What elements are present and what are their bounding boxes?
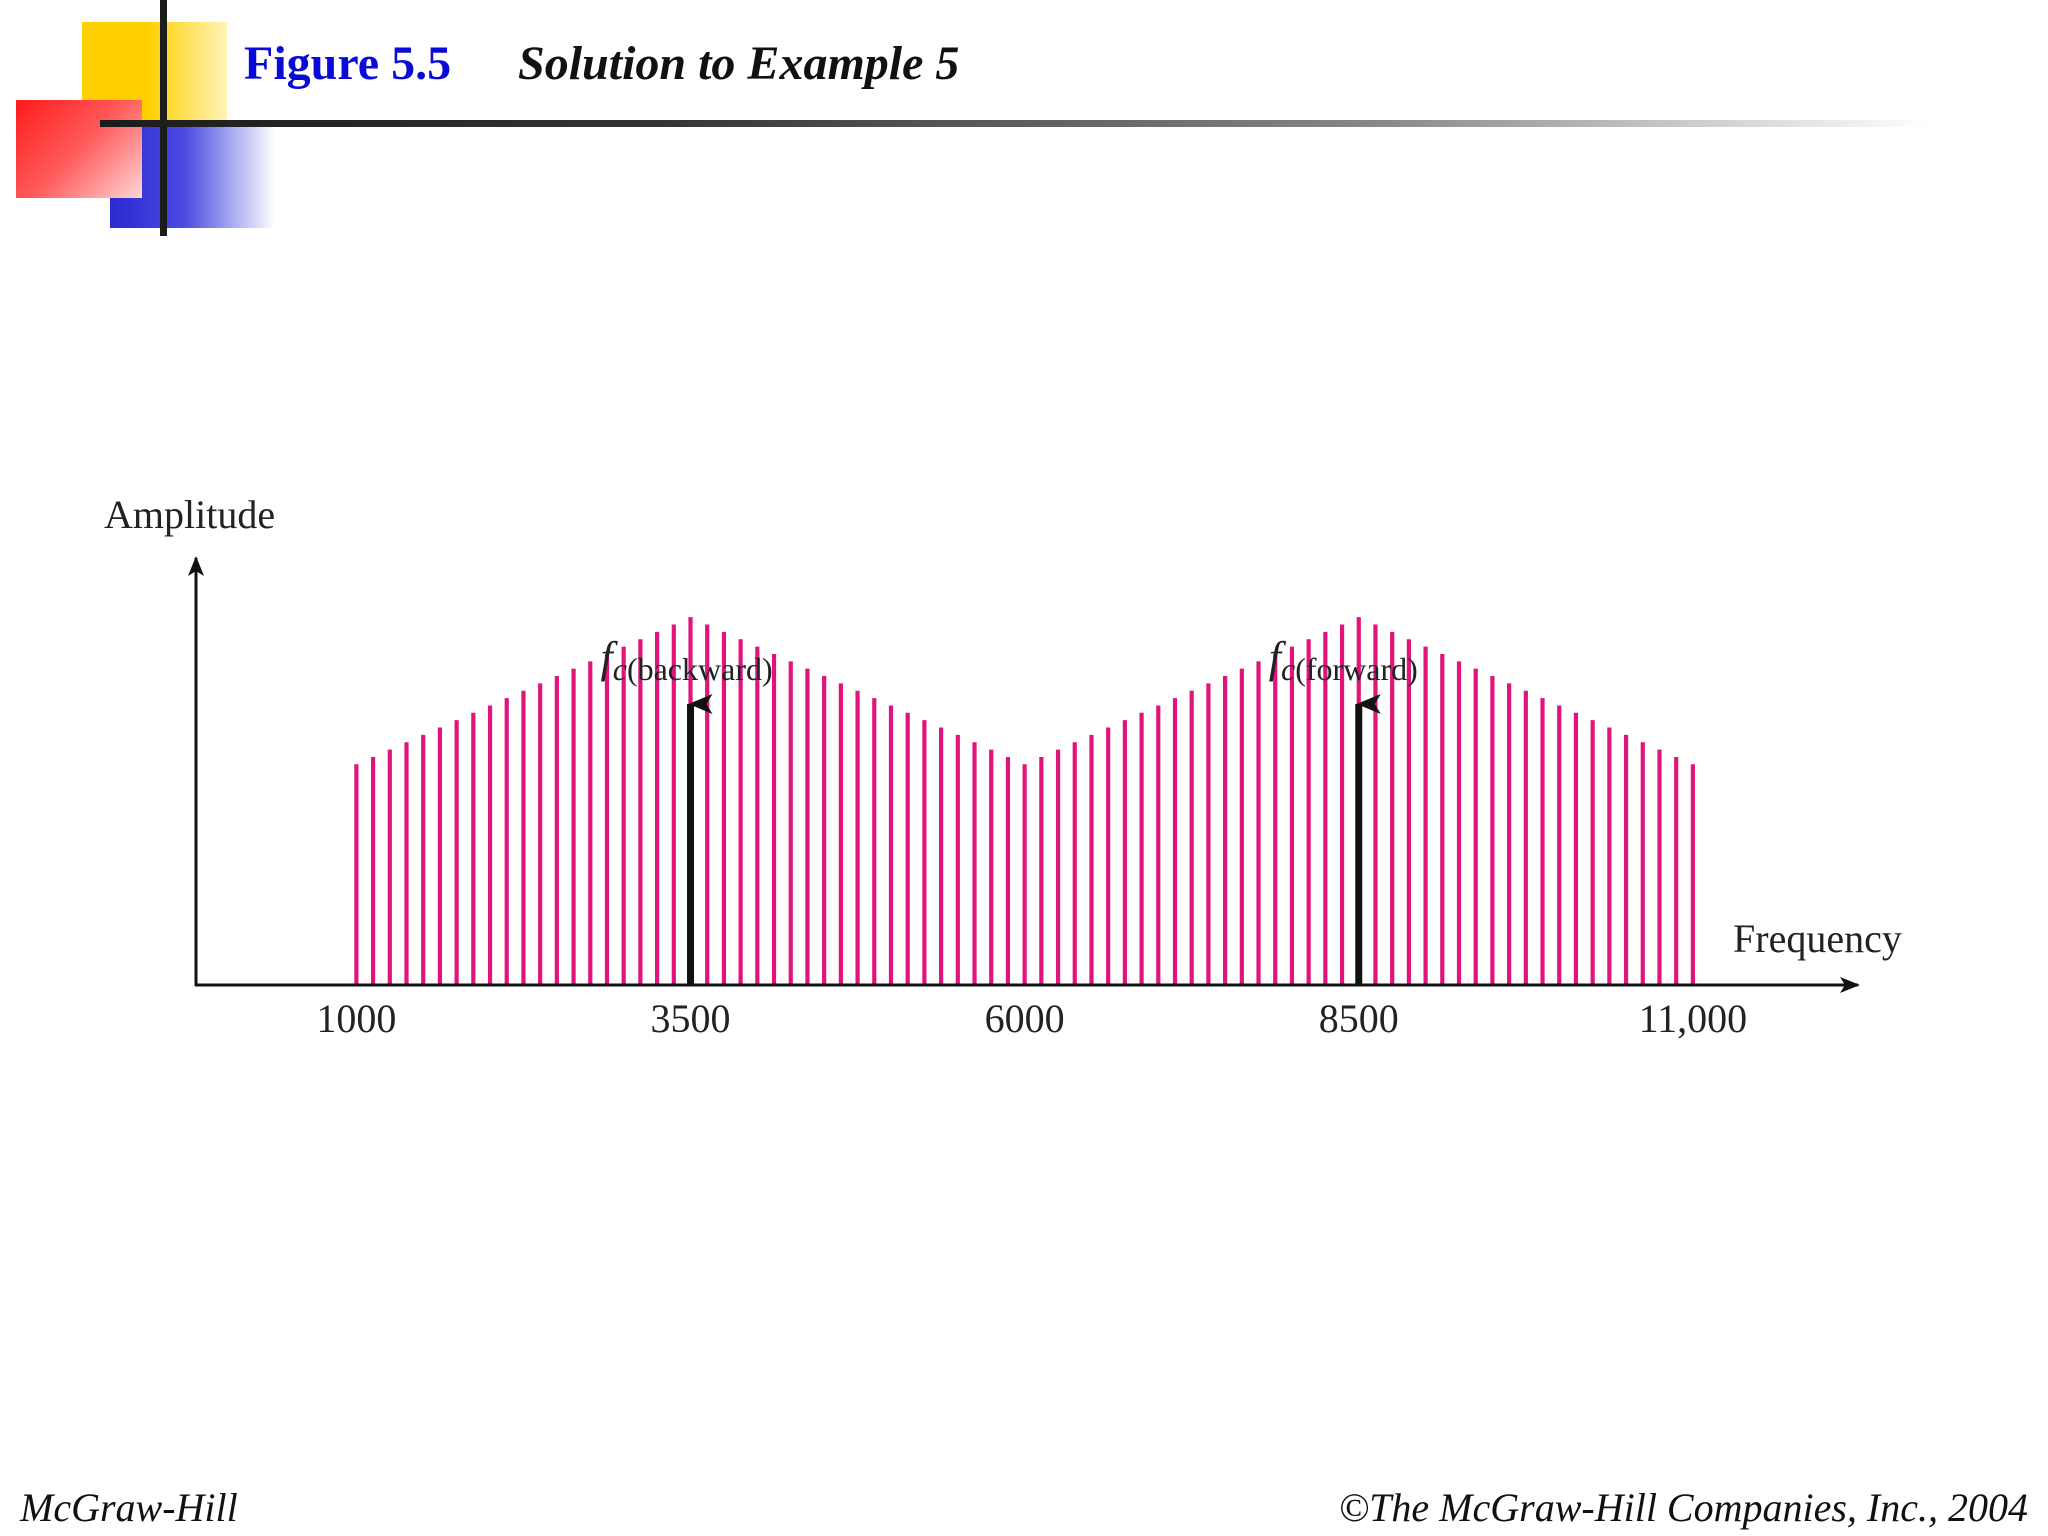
logo-red-square	[16, 100, 142, 198]
carrier-markers: fc(backward) fc(forward)	[601, 633, 1418, 985]
spectrum-fill	[354, 617, 1695, 985]
x-axis-label: Frequency	[1733, 916, 1902, 961]
footer-copyright: ©The McGraw-Hill Companies, Inc., 2004	[1338, 1485, 2028, 1530]
x-tick-label: 11,000	[1639, 996, 1748, 1041]
figure-caption: Solution to Example 5	[518, 37, 960, 90]
x-tick-label: 8500	[1319, 996, 1399, 1041]
x-tick-labels: 1000 3500 6000 8500 11,000	[316, 996, 1747, 1041]
x-tick-label: 1000	[316, 996, 396, 1041]
y-axis-label: Amplitude	[104, 492, 275, 537]
footer-publisher: McGraw-Hill	[20, 1485, 238, 1530]
carrier-label: fc(forward)	[1269, 633, 1418, 687]
figure-number: Figure 5.5	[244, 37, 452, 90]
carrier-label: fc(backward)	[601, 633, 773, 687]
x-tick-label: 3500	[651, 996, 731, 1041]
logo-vertical-rule	[160, 0, 167, 236]
header-rule	[100, 120, 1930, 127]
x-tick-label: 6000	[985, 996, 1065, 1041]
